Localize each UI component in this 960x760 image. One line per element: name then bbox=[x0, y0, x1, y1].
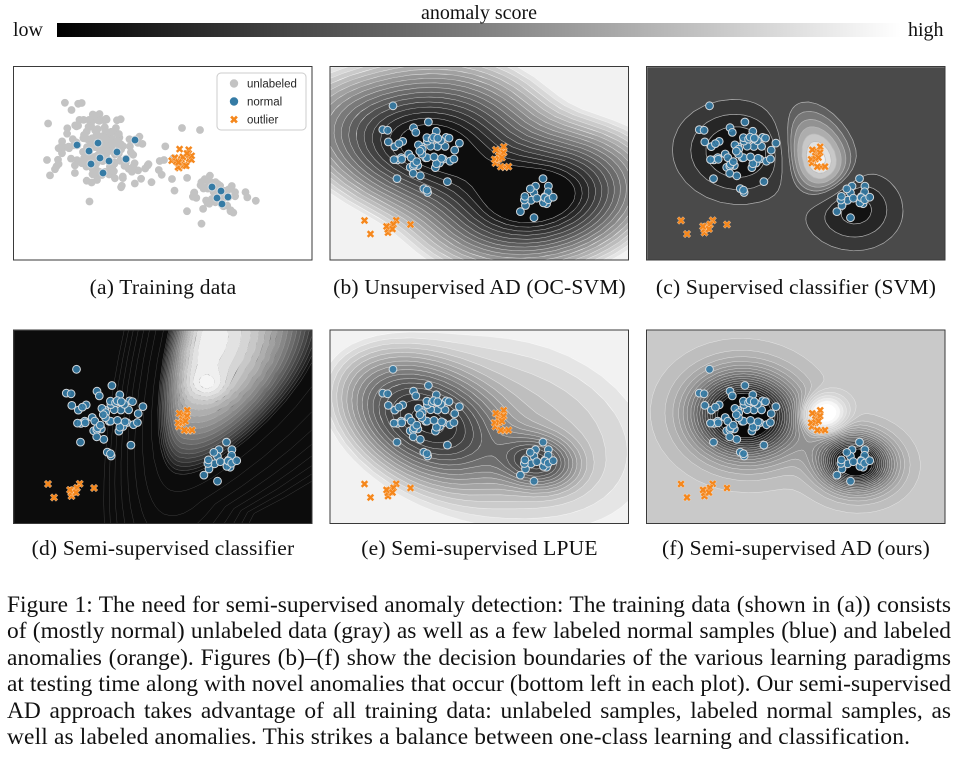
svg-text:normal: normal bbox=[247, 97, 282, 109]
svg-text:unlabeled: unlabeled bbox=[247, 79, 297, 91]
svg-text:outlier: outlier bbox=[247, 115, 278, 127]
